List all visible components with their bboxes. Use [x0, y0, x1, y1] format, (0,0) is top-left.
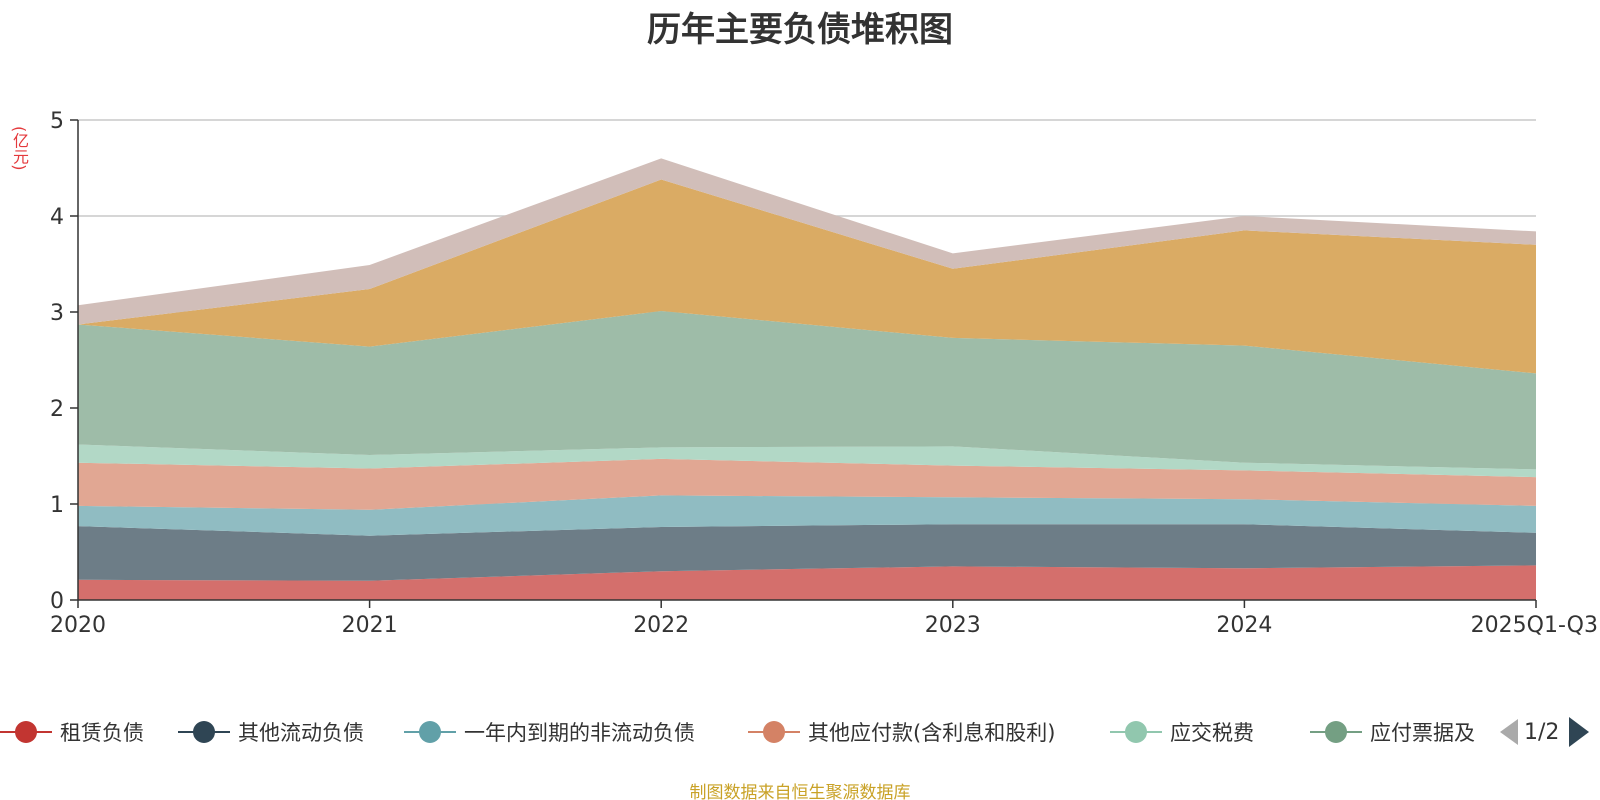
- x-tick-label: 2020: [50, 613, 106, 638]
- x-tick-label: 2022: [633, 613, 689, 638]
- pager-prev-icon[interactable]: [1500, 719, 1518, 745]
- area-layer: [78, 158, 1536, 600]
- area-series-2: [78, 495, 1536, 536]
- legend-marker-icon: [178, 719, 230, 745]
- legend-marker-icon: [1110, 719, 1162, 745]
- y-tick-label: 5: [50, 109, 64, 134]
- legend-label: 应交税费: [1170, 721, 1254, 745]
- area-series-6: [78, 179, 1536, 374]
- legend-marker-icon: [1310, 719, 1362, 745]
- legend-item-0[interactable]: 租赁负债: [0, 712, 144, 752]
- legend-label: 其他应付款(含利息和股利): [808, 721, 1056, 745]
- legend-label: 一年内到期的非流动负债: [464, 721, 695, 745]
- legend: 租赁负债 其他流动负债 一年内到期的非流动负债 其他应付款(含利息和股利) 应交税费 应…: [0, 712, 1600, 752]
- y-tick-label: 2: [50, 397, 64, 422]
- legend-pager: 1/2: [1500, 712, 1590, 752]
- area-series-4: [78, 444, 1536, 478]
- legend-item-3[interactable]: 其他应付款(含利息和股利): [748, 712, 1055, 752]
- legend-item-5[interactable]: 应付票据及: [1310, 712, 1475, 752]
- legend-label: 其他流动负债: [238, 721, 364, 745]
- axis-layer: 0 1 2 3 4 5 2020 2021 2022 2023 2024 2025Q1-Q3: [50, 109, 1598, 638]
- area-series-0: [78, 565, 1536, 600]
- area-series-3: [78, 458, 1536, 510]
- legend-item-2[interactable]: 一年内到期的非流动负债: [404, 712, 695, 752]
- legend-item-1[interactable]: 其他流动负债: [178, 712, 364, 752]
- x-tick-label: 2023: [925, 613, 981, 638]
- data-source-footer: 制图数据来自恒生聚源数据库: [689, 783, 911, 800]
- chart-title: 历年主要负债堆积图: [647, 10, 953, 50]
- legend-clip: 应付票据及: [1310, 712, 1482, 752]
- x-tick-label: 2021: [342, 613, 398, 638]
- y-tick-label: 3: [50, 301, 64, 326]
- legend-label: 应付票据及: [1370, 721, 1475, 745]
- y-tick-label: 1: [50, 493, 64, 518]
- legend-marker-icon: [748, 719, 800, 745]
- y-tick-label: 0: [50, 589, 64, 614]
- area-series-1: [78, 524, 1536, 581]
- legend-marker-icon: [404, 719, 456, 745]
- legend-label: 租赁负债: [60, 721, 144, 745]
- y-axis-unit-label: (亿元): [10, 125, 29, 171]
- legend-marker-icon: [0, 719, 52, 745]
- pager-label: 1/2: [1524, 719, 1560, 745]
- legend-item-4[interactable]: 应交税费: [1110, 712, 1254, 752]
- y-tick-label: 4: [50, 205, 64, 230]
- x-tick-label: 2024: [1216, 613, 1272, 638]
- area-series-5: [78, 311, 1536, 470]
- pager-next-icon[interactable]: [1569, 717, 1590, 747]
- x-tick-label: 2025Q1-Q3: [1471, 613, 1598, 638]
